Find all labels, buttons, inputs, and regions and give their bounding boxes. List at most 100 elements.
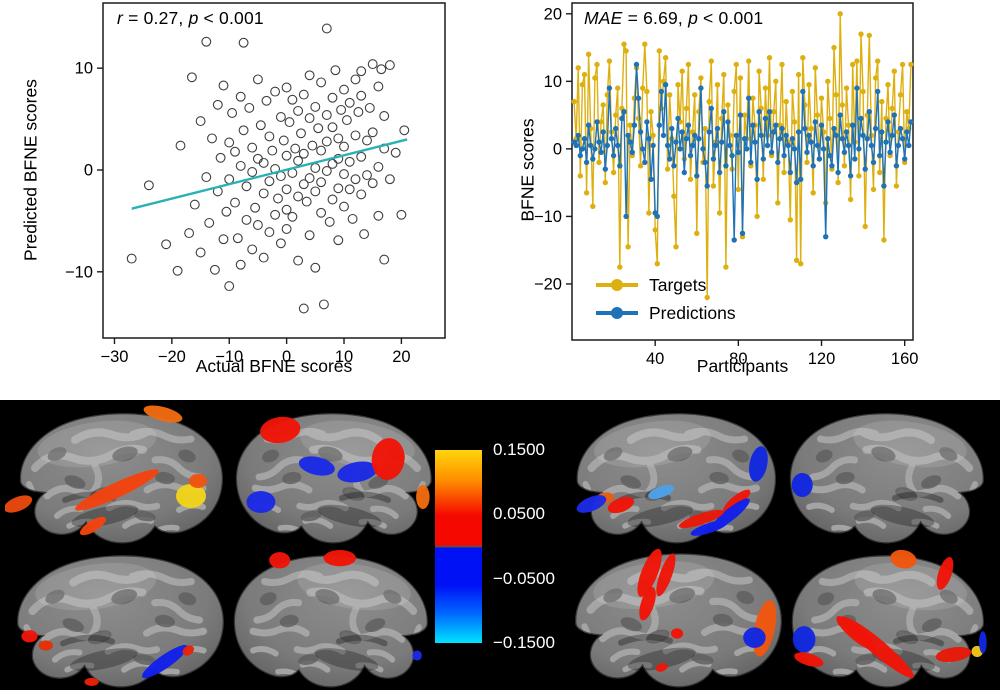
series-marker-targets	[804, 159, 810, 166]
series-marker-predictions	[781, 152, 787, 159]
series-marker-predictions	[791, 146, 798, 152]
series-marker-predictions	[854, 85, 860, 91]
series-marker-predictions	[891, 112, 897, 118]
scatter-point	[367, 59, 378, 70]
series-marker-targets	[760, 176, 766, 182]
scatter-point	[339, 141, 349, 152]
series-marker-targets	[685, 61, 692, 68]
series-marker-predictions	[594, 119, 600, 125]
series-marker-predictions	[650, 142, 656, 149]
series-marker-predictions	[872, 125, 879, 132]
scatter-point	[327, 92, 338, 103]
scatter-point	[255, 120, 266, 131]
series-marker-targets	[667, 92, 673, 98]
series-marker-predictions	[841, 149, 848, 155]
series-marker-targets	[762, 85, 769, 91]
scatter-point	[321, 110, 332, 120]
activation-patch	[576, 495, 607, 513]
series-marker-predictions	[687, 152, 694, 159]
activation-patch	[84, 677, 99, 686]
series-marker-targets	[818, 95, 825, 101]
stat-p-value: < 0.001	[698, 8, 764, 28]
scatter-point	[247, 244, 258, 255]
series-marker-predictions	[646, 136, 652, 142]
activation-patch	[607, 496, 635, 514]
series-marker-predictions	[664, 142, 671, 149]
series-marker-targets	[652, 227, 658, 233]
brain-base-texture	[234, 555, 428, 687]
scatter-point	[304, 70, 315, 81]
scatter-point	[247, 142, 258, 153]
scatter-point	[264, 227, 275, 238]
series-marker-predictions	[596, 139, 602, 145]
scatter-point	[362, 135, 372, 146]
line-x-axis-label: Participants	[696, 356, 789, 376]
activation-patch	[936, 557, 954, 590]
scatter-point	[227, 108, 238, 118]
activation-patch	[298, 456, 335, 476]
series-marker-targets	[771, 109, 777, 115]
scatter-point	[250, 202, 261, 213]
series-marker-predictions	[908, 119, 914, 125]
scatter-point	[399, 125, 410, 136]
scatter-point	[215, 152, 226, 163]
activation-patch	[791, 473, 813, 497]
scatter-point	[321, 23, 332, 34]
series-marker-predictions	[839, 136, 845, 142]
scatter-point	[293, 255, 304, 266]
stat-variable-mae: MAE	[584, 8, 623, 28]
scatter-point	[298, 148, 309, 159]
series-marker-predictions	[615, 142, 621, 149]
series-marker-predictions	[862, 166, 868, 172]
scatter-point	[359, 229, 370, 240]
series-marker-predictions	[642, 159, 648, 166]
scatter-point	[384, 174, 395, 185]
scatter-point	[379, 254, 390, 265]
series-marker-targets	[746, 58, 752, 64]
series-marker-predictions	[856, 146, 862, 152]
series-marker-predictions	[656, 122, 662, 128]
scatter-point	[339, 201, 349, 212]
series-marker-predictions	[881, 183, 887, 189]
series-marker-predictions	[727, 142, 733, 149]
scatter-point	[339, 84, 349, 95]
stat-equals-value: = 6.69,	[622, 8, 689, 28]
brain-right-group-top-lateral-left	[562, 404, 780, 544]
activation-patch	[656, 553, 676, 597]
scatter-point	[373, 210, 384, 221]
series-marker-targets	[827, 115, 833, 122]
scatter-point	[321, 136, 332, 147]
series-marker-predictions	[712, 142, 719, 149]
series-marker-predictions	[733, 132, 739, 139]
stat-variable-p: p	[688, 8, 698, 28]
series-marker-targets	[789, 88, 796, 95]
series-marker-predictions	[613, 125, 619, 132]
series-marker-predictions	[883, 139, 889, 145]
colorbar-gradient	[435, 450, 482, 643]
series-marker-targets	[710, 183, 717, 189]
activation-patch	[182, 645, 194, 656]
scatter-point	[384, 60, 395, 71]
targets-marker-dot	[611, 279, 623, 291]
scatter-point	[341, 115, 352, 126]
series-marker-predictions	[885, 119, 891, 125]
scatter-point	[264, 176, 275, 187]
activation-patch	[416, 485, 430, 509]
activation-patch	[648, 484, 675, 500]
series-marker-targets	[843, 85, 850, 91]
series-marker-targets	[835, 179, 841, 186]
scatter-plot-border	[102, 2, 446, 339]
activation-patch	[371, 438, 405, 480]
series-marker-predictions	[681, 169, 687, 176]
series-marker-predictions	[771, 129, 777, 135]
series-marker-predictions	[637, 129, 644, 135]
series-marker-targets	[623, 48, 629, 54]
series-marker-targets	[671, 193, 677, 199]
brain-maps-section: 0.1500 0.0500 −0.0500 −0.1500	[0, 400, 1000, 690]
series-marker-targets	[860, 88, 866, 95]
series-marker-targets	[872, 75, 879, 81]
series-marker-predictions	[802, 125, 808, 132]
series-marker-predictions	[610, 152, 617, 159]
series-marker-targets	[839, 102, 845, 108]
